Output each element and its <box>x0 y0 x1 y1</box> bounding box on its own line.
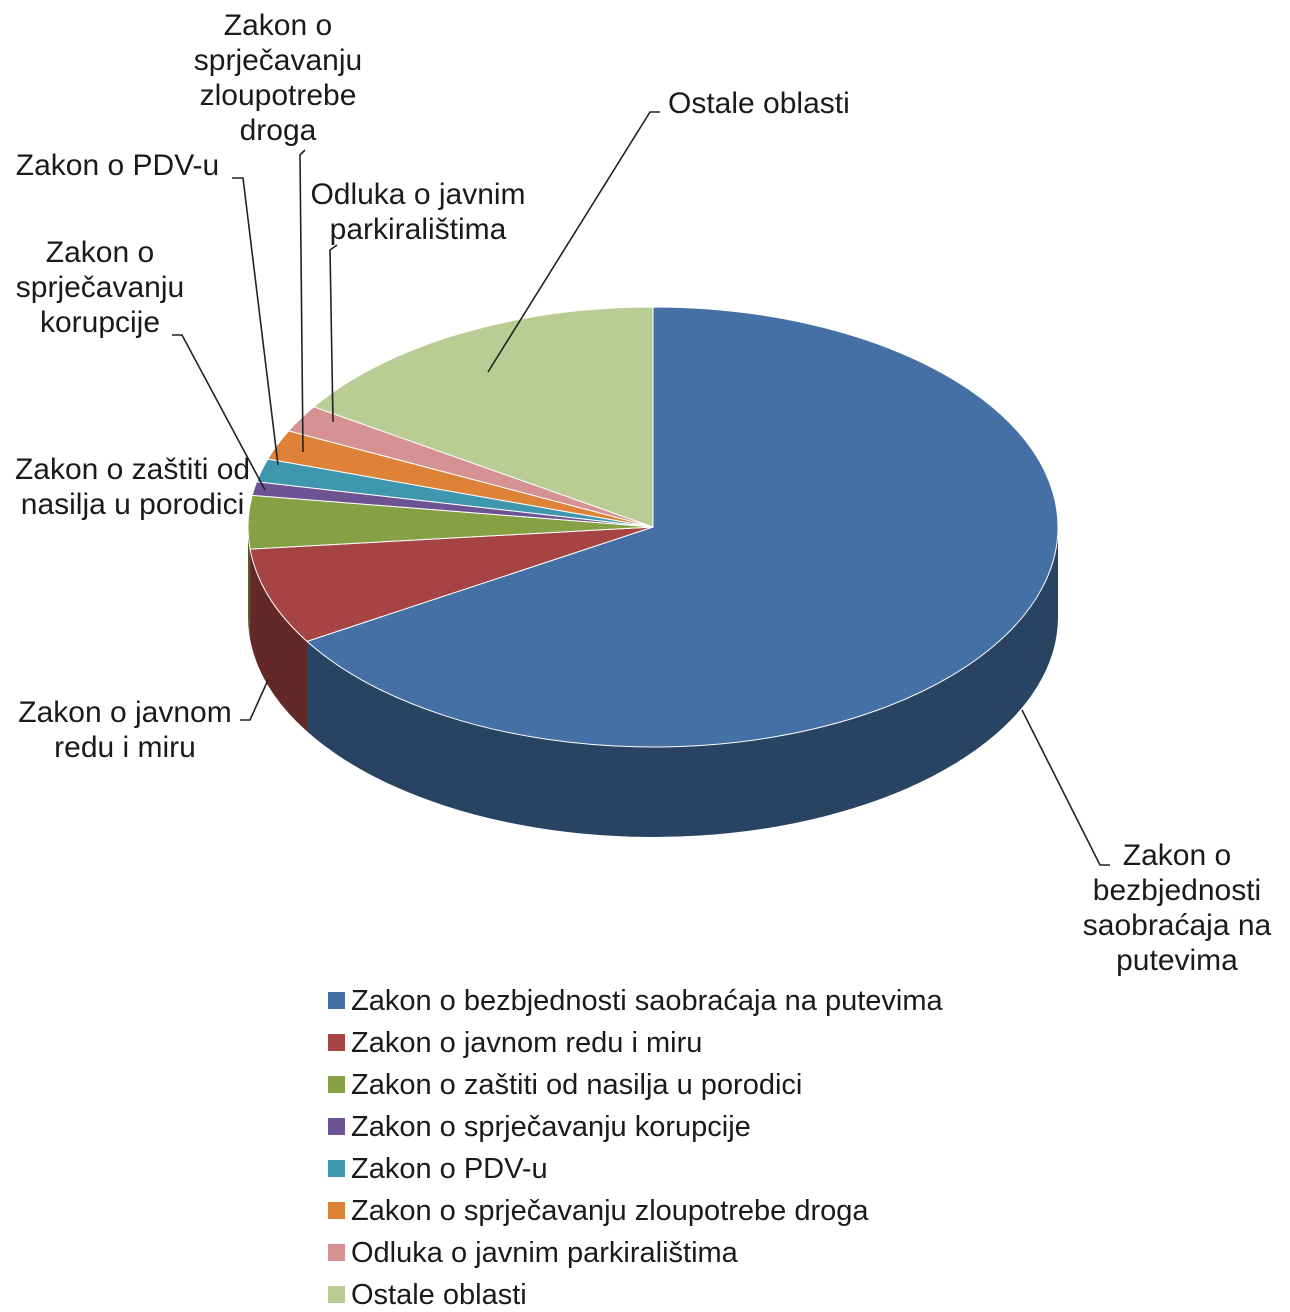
legend-item: Zakon o PDV-u <box>328 1153 548 1186</box>
slice-label: Zakon o zaštiti od nasilja u porodici <box>14 453 251 521</box>
legend-label: Ostale oblasti <box>351 1279 527 1311</box>
leader-line <box>172 334 266 491</box>
legend-swatch <box>328 992 345 1009</box>
legend-swatch <box>328 1118 345 1135</box>
legend-swatch <box>328 1034 345 1051</box>
legend-item: Zakon o bezbjednosti saobraćaja na putev… <box>328 985 943 1018</box>
legend-item: Ostale oblasti <box>328 1279 527 1312</box>
legend-label: Odluka o javnim parkiralištima <box>351 1237 738 1269</box>
legend-label: Zakon o bezbjednosti saobraćaja na putev… <box>351 985 943 1017</box>
leader-line <box>1021 709 1110 866</box>
leader-line <box>232 177 279 466</box>
slice-side <box>250 549 308 732</box>
slice-side <box>248 527 251 640</box>
legend-swatch <box>328 1076 345 1093</box>
legend-item: Zakon o zaštiti od nasilja u porodici <box>328 1069 802 1102</box>
legend-item: Zakon o sprječavanju korupcije <box>328 1111 751 1144</box>
leader-line <box>487 111 660 373</box>
legend-label: Zakon o PDV-u <box>351 1153 548 1185</box>
legend-swatch <box>328 1202 345 1219</box>
legend-swatch <box>328 1160 345 1177</box>
slice-label: Ostale oblasti <box>668 87 850 120</box>
leader-line <box>240 679 269 721</box>
legend-item: Zakon o sprječavanju zloupotrebe droga <box>328 1195 869 1228</box>
legend-item: Odluka o javnim parkiralištima <box>328 1237 738 1270</box>
slice <box>312 306 654 528</box>
slice-label: Odluka o javnim parkiralištima <box>310 178 526 246</box>
slice-side <box>307 527 1058 837</box>
legend-label: Zakon o zaštiti od nasilja u porodici <box>351 1069 803 1101</box>
leader-line <box>299 149 306 453</box>
slice-label: Zakon o PDV-u <box>15 149 220 182</box>
leader-line <box>329 244 338 423</box>
legend-swatch <box>328 1244 345 1261</box>
slice-label: Zakon o javnom redu i miru <box>18 696 232 764</box>
legend-label: Zakon o sprječavanju zloupotrebe droga <box>351 1195 869 1227</box>
slice <box>249 526 654 642</box>
slice <box>306 306 1059 748</box>
slice-label: Zakon o sprječavanju zloupotrebe droga <box>193 9 363 147</box>
legend-swatch <box>328 1286 345 1303</box>
legend-label: Zakon o javnom redu i miru <box>351 1027 703 1059</box>
slice-label: Zakon o bezbjednosti saobraćaja na putev… <box>1082 839 1272 977</box>
pie <box>247 306 1059 837</box>
slice-label: Zakon o sprječavanju korupcije <box>15 236 185 339</box>
legend-label: Zakon o sprječavanju korupcije <box>351 1111 751 1143</box>
legend-item: Zakon o javnom redu i miru <box>328 1027 702 1060</box>
